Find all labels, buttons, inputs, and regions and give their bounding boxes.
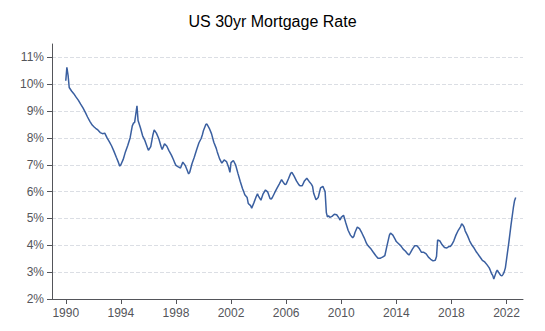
svg-text:1998: 1998 [163, 306, 190, 320]
svg-text:11%: 11% [21, 50, 44, 64]
svg-text:5%: 5% [27, 211, 45, 225]
svg-text:10%: 10% [20, 77, 44, 91]
svg-text:2022: 2022 [493, 306, 520, 320]
svg-text:7%: 7% [27, 158, 45, 172]
svg-text:1994: 1994 [108, 306, 135, 320]
svg-text:2%: 2% [27, 292, 45, 306]
svg-text:9%: 9% [27, 104, 45, 118]
svg-text:US 30yr Mortgage Rate: US 30yr Mortgage Rate [188, 13, 356, 30]
svg-text:1990: 1990 [52, 306, 79, 320]
svg-text:6%: 6% [27, 185, 45, 199]
svg-text:2006: 2006 [273, 306, 300, 320]
svg-text:2010: 2010 [328, 306, 355, 320]
svg-text:4%: 4% [27, 238, 45, 252]
svg-text:2014: 2014 [383, 306, 410, 320]
svg-text:2002: 2002 [218, 306, 245, 320]
svg-text:8%: 8% [27, 131, 45, 145]
svg-text:2018: 2018 [438, 306, 465, 320]
svg-text:3%: 3% [27, 265, 45, 279]
